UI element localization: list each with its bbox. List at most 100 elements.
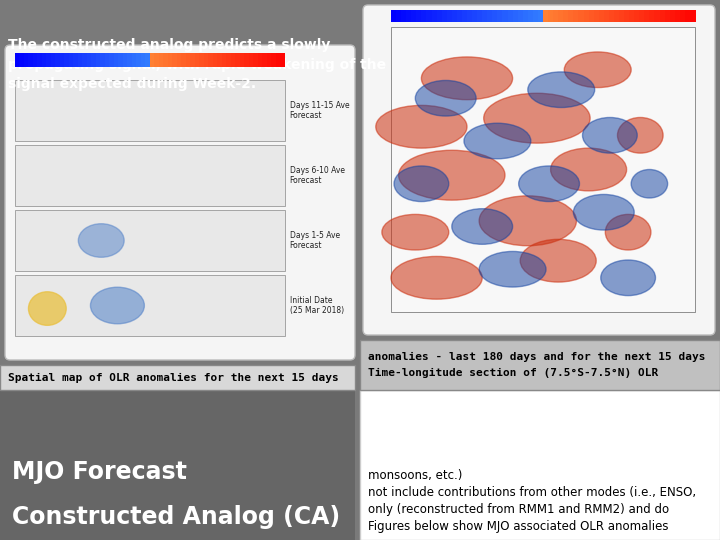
Bar bbox=[624, 10, 629, 22]
Bar bbox=[426, 10, 432, 22]
Bar bbox=[248, 53, 253, 67]
Bar bbox=[240, 53, 245, 67]
Bar bbox=[457, 10, 462, 22]
Bar bbox=[69, 53, 74, 67]
Bar bbox=[262, 53, 267, 67]
Bar bbox=[553, 10, 559, 22]
Bar bbox=[609, 10, 614, 22]
Bar bbox=[186, 53, 191, 67]
Bar bbox=[24, 53, 29, 67]
Text: Days 11-15 Ave
Forecast: Days 11-15 Ave Forecast bbox=[289, 101, 349, 120]
Bar bbox=[538, 10, 544, 22]
Bar bbox=[406, 10, 412, 22]
Bar bbox=[670, 10, 675, 22]
Bar bbox=[253, 53, 258, 67]
Bar bbox=[190, 53, 195, 67]
Bar bbox=[91, 53, 96, 67]
Ellipse shape bbox=[91, 287, 145, 324]
Ellipse shape bbox=[480, 196, 577, 246]
Bar bbox=[416, 10, 422, 22]
Bar bbox=[452, 10, 457, 22]
Bar bbox=[176, 53, 181, 67]
Bar bbox=[226, 53, 231, 67]
Bar bbox=[51, 53, 56, 67]
Bar bbox=[675, 10, 680, 22]
Ellipse shape bbox=[78, 224, 124, 257]
Bar bbox=[660, 10, 665, 22]
Bar bbox=[158, 53, 163, 67]
Bar bbox=[360, 340, 720, 390]
Ellipse shape bbox=[452, 208, 513, 244]
Bar bbox=[594, 10, 599, 22]
Bar bbox=[15, 210, 284, 271]
Bar bbox=[37, 53, 42, 67]
Bar bbox=[55, 53, 60, 67]
Bar bbox=[396, 10, 402, 22]
Bar bbox=[15, 80, 284, 141]
Bar bbox=[360, 390, 720, 540]
Bar bbox=[194, 53, 199, 67]
Bar bbox=[665, 10, 670, 22]
Text: Initial Date
(25 Mar 2018): Initial Date (25 Mar 2018) bbox=[289, 296, 343, 315]
Bar bbox=[271, 53, 276, 67]
Ellipse shape bbox=[376, 105, 467, 148]
Bar bbox=[212, 53, 217, 67]
Bar bbox=[649, 10, 655, 22]
Bar bbox=[181, 53, 186, 67]
Ellipse shape bbox=[421, 57, 513, 100]
Bar bbox=[42, 53, 47, 67]
Bar bbox=[132, 53, 137, 67]
Bar bbox=[487, 10, 492, 22]
Bar bbox=[33, 53, 38, 67]
Bar bbox=[123, 53, 127, 67]
Ellipse shape bbox=[394, 166, 449, 201]
Bar bbox=[87, 53, 92, 67]
Text: Constructed Analog (CA): Constructed Analog (CA) bbox=[12, 505, 340, 529]
Bar bbox=[82, 53, 87, 67]
Bar bbox=[96, 53, 101, 67]
Text: Spatial map of OLR anomalies for the next 15 days: Spatial map of OLR anomalies for the nex… bbox=[8, 373, 338, 382]
Text: Time-longitude section of (7.5°S-7.5°N) OLR: Time-longitude section of (7.5°S-7.5°N) … bbox=[368, 368, 658, 378]
Bar bbox=[136, 53, 141, 67]
Bar bbox=[109, 53, 114, 67]
Bar bbox=[141, 53, 145, 67]
Ellipse shape bbox=[464, 123, 531, 159]
Bar bbox=[685, 10, 690, 22]
Bar bbox=[280, 53, 285, 67]
Bar bbox=[208, 53, 213, 67]
Bar bbox=[217, 53, 222, 67]
Ellipse shape bbox=[618, 118, 663, 153]
Ellipse shape bbox=[29, 292, 66, 325]
Bar bbox=[472, 10, 477, 22]
Bar bbox=[573, 10, 579, 22]
Bar bbox=[558, 10, 564, 22]
Ellipse shape bbox=[480, 252, 546, 287]
Text: only (reconstructed from RMM1 and RMM2) and do: only (reconstructed from RMM1 and RMM2) … bbox=[368, 503, 669, 516]
Bar bbox=[105, 53, 110, 67]
Bar bbox=[222, 53, 227, 67]
Ellipse shape bbox=[573, 194, 634, 230]
Bar bbox=[421, 10, 427, 22]
Ellipse shape bbox=[521, 239, 596, 282]
Bar bbox=[199, 53, 204, 67]
Bar bbox=[401, 10, 407, 22]
Bar bbox=[644, 10, 650, 22]
Ellipse shape bbox=[415, 80, 476, 116]
Ellipse shape bbox=[518, 166, 580, 201]
Ellipse shape bbox=[564, 52, 631, 87]
Bar bbox=[634, 10, 640, 22]
Ellipse shape bbox=[631, 170, 667, 198]
Bar bbox=[441, 10, 447, 22]
Bar bbox=[204, 53, 209, 67]
Bar bbox=[446, 10, 452, 22]
Bar bbox=[154, 53, 159, 67]
Bar bbox=[462, 10, 467, 22]
Bar bbox=[114, 53, 119, 67]
Bar bbox=[0, 365, 355, 390]
Text: not include contributions from other modes (i.e., ENSO,: not include contributions from other mod… bbox=[368, 486, 696, 499]
Ellipse shape bbox=[582, 118, 637, 153]
Bar bbox=[145, 53, 150, 67]
Bar bbox=[15, 275, 284, 336]
Bar bbox=[78, 53, 83, 67]
Bar bbox=[482, 10, 487, 22]
